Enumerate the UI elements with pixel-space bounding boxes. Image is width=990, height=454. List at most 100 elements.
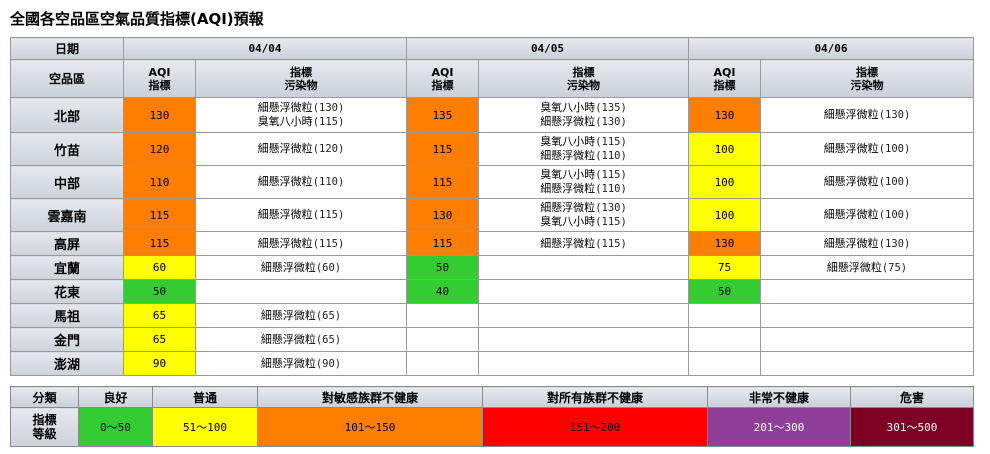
aqi-value-cell — [688, 327, 761, 352]
pollutant-name: 細懸浮微粒 — [826, 260, 882, 274]
region-name-cell: 竹苗 — [10, 132, 124, 166]
aqi-value-cell: 115 — [123, 231, 196, 256]
date-header-row: 日期 04/04 04/05 04/06 — [10, 37, 974, 60]
aqi-header-cell: AQI 指標 — [406, 59, 479, 98]
pollutant-cell: 臭氧八小時(115) 細懸浮微粒(110) — [478, 132, 689, 166]
region-row: 金門 65 細懸浮微粒(65) — [10, 327, 974, 352]
legend-index-label: 指標 等級 — [10, 407, 79, 447]
region-name-cell: 中部 — [10, 165, 124, 199]
aqi-value-cell — [406, 303, 479, 328]
pollutant-name: 臭氧八小時 — [540, 215, 596, 228]
pollutant-value: (115) — [595, 237, 627, 250]
column-header-row: 空品區 AQI 指標 指標 污染物 AQI 指標 指標 污染物 AQI 指標 指標 污染物 — [10, 59, 974, 98]
legend-header-row: 分類 良好 普通 對敏感族群不健康 對所有族群不健康 非常不健康 危害 — [10, 386, 974, 408]
pollutant-name: 臭氧八小時 — [540, 168, 596, 181]
pollutant-value: (115) — [312, 209, 345, 221]
page-title: 全國各空品區空氣品質指標(AQI)預報 — [10, 10, 264, 28]
pollutant-value: (100) — [878, 176, 911, 188]
pollutant-value: (130) — [312, 102, 345, 114]
aqi-value-cell: 130 — [688, 231, 761, 256]
date-cell-0: 04/04 — [123, 37, 407, 60]
aqi-value-cell: 100 — [688, 165, 761, 199]
pollutant-name: 細懸浮微粒 — [823, 142, 879, 155]
pollutant-line: 細懸浮微粒(120) — [197, 142, 406, 156]
aqi-header-line1: AQI — [148, 65, 171, 79]
date-header-cell: 日期 — [10, 37, 124, 60]
region-row: 雲嘉南 115 細懸浮微粒(115) 130 細懸浮微粒(130) 臭氧八小時(115) 1… — [10, 198, 974, 232]
aqi-value-cell: 100 — [688, 198, 761, 232]
legend-category-hazardous: 危害 — [850, 386, 974, 408]
pollutant-cell: 細懸浮微粒(130) 臭氧八小時(115) — [478, 198, 689, 232]
aqi-value-cell: 60 — [123, 255, 196, 280]
legend-range-sensitive: 101～150 — [257, 407, 483, 447]
pollutant-value: (110) — [595, 183, 627, 195]
legend-range-hazardous: 301～500 — [850, 407, 974, 447]
region-name-cell: 馬祖 — [10, 303, 124, 328]
aqi-value-cell: 130 — [406, 198, 479, 232]
aqi-value-cell — [688, 303, 761, 328]
pollutant-name: 細懸浮微粒 — [260, 332, 316, 346]
pollutant-cell: 細懸浮微粒(130) 臭氧八小時(115) — [195, 97, 407, 133]
pollutant-cell: 細懸浮微粒(90) — [195, 351, 407, 376]
pollutant-header-line2: 污染物 — [850, 78, 884, 92]
region-name-cell: 金門 — [10, 327, 124, 352]
aqi-value-cell: 50 — [688, 279, 761, 304]
aqi-header-line2: 指標 — [148, 78, 171, 92]
pollutant-line: 細懸浮微粒(110) — [197, 175, 406, 189]
pollutant-line: 細懸浮微粒(100) — [762, 208, 973, 222]
pollutant-cell: 臭氧八小時(115) 細懸浮微粒(110) — [478, 165, 689, 199]
region-name-cell: 雲嘉南 — [10, 198, 124, 232]
pollutant-value: (110) — [312, 176, 345, 188]
pollutant-name: 細懸浮微粒 — [540, 182, 596, 195]
pollutant-header-line2: 污染物 — [567, 78, 600, 92]
pollutant-line: 臭氧八小時(115) — [480, 168, 688, 182]
aqi-value-cell: 50 — [406, 255, 479, 280]
pollutant-value: (115) — [595, 136, 627, 148]
pollutant-line: 細懸浮微粒(130) — [197, 101, 406, 115]
pollutant-line: 細懸浮微粒(130) — [480, 115, 688, 129]
region-row: 竹苗 120 細懸浮微粒(120) 115 臭氧八小時(115) 細懸浮微粒(110) 10… — [10, 132, 974, 166]
pollutant-name: 細懸浮微粒 — [260, 356, 316, 370]
aqi-value-cell: 110 — [123, 165, 196, 199]
pollutant-line: 臭氧八小時(115) — [480, 135, 688, 149]
legend-category-very_unhealthy: 非常不健康 — [707, 386, 851, 408]
pollutant-value: (115) — [312, 237, 345, 250]
pollutant-line: 臭氧八小時(115) — [197, 115, 406, 129]
pollutant-name: 細懸浮微粒 — [823, 236, 879, 250]
pollutant-cell: 細懸浮微粒(65) — [195, 303, 407, 328]
pollutant-name: 細懸浮微粒 — [257, 142, 313, 155]
legend-range-unhealthy: 151～200 — [482, 407, 708, 447]
pollutant-value: (130) — [878, 109, 911, 121]
pollutant-header-line1: 指標 — [290, 65, 312, 79]
pollutant-cell — [760, 303, 974, 328]
region-header-cell: 空品區 — [10, 59, 124, 98]
pollutant-line: 細懸浮微粒(110) — [480, 149, 688, 163]
region-row: 高屏 115 細懸浮微粒(115) 115 細懸浮微粒(115) 130 細懸浮微粒(130… — [10, 231, 974, 256]
pollutant-name: 細懸浮微粒 — [540, 236, 596, 250]
aqi-header-line2: 指標 — [431, 78, 454, 92]
pollutant-line: 細懸浮微粒(100) — [762, 175, 973, 189]
pollutant-value: (75) — [881, 261, 908, 274]
legend-category-unhealthy: 對所有族群不健康 — [482, 386, 708, 408]
aqi-value-cell: 40 — [406, 279, 479, 304]
region-row: 北部 130 細懸浮微粒(130) 臭氧八小時(115) 135 臭氧八小時(135) 細懸… — [10, 97, 974, 133]
pollutant-value: (115) — [595, 216, 627, 228]
pollutant-header-cell: 指標 污染物 — [478, 59, 689, 98]
legend-category-sensitive: 對敏感族群不健康 — [257, 386, 483, 408]
pollutant-header-line2: 污染物 — [284, 78, 318, 92]
pollutant-header-line1: 指標 — [856, 65, 878, 79]
pollutant-line: 臭氧八小時(115) — [480, 215, 688, 229]
pollutant-cell — [478, 351, 689, 376]
pollutant-cell: 細懸浮微粒(115) — [478, 231, 689, 256]
pollutant-value: (130) — [595, 116, 627, 128]
region-name-cell: 澎湖 — [10, 351, 124, 376]
region-name-cell: 北部 — [10, 97, 124, 133]
region-name-cell: 高屏 — [10, 231, 124, 256]
region-row: 宜蘭 60 細懸浮微粒(60) 50 75 細懸浮微粒(75) — [10, 255, 974, 280]
pollutant-name: 細懸浮微粒 — [823, 108, 879, 121]
pollutant-line: 細懸浮微粒(90) — [197, 356, 406, 371]
aqi-value-cell: 100 — [688, 132, 761, 166]
pollutant-value: (60) — [315, 261, 342, 274]
aqi-header-cell: AQI 指標 — [688, 59, 761, 98]
pollutant-header-line1: 指標 — [572, 65, 595, 79]
